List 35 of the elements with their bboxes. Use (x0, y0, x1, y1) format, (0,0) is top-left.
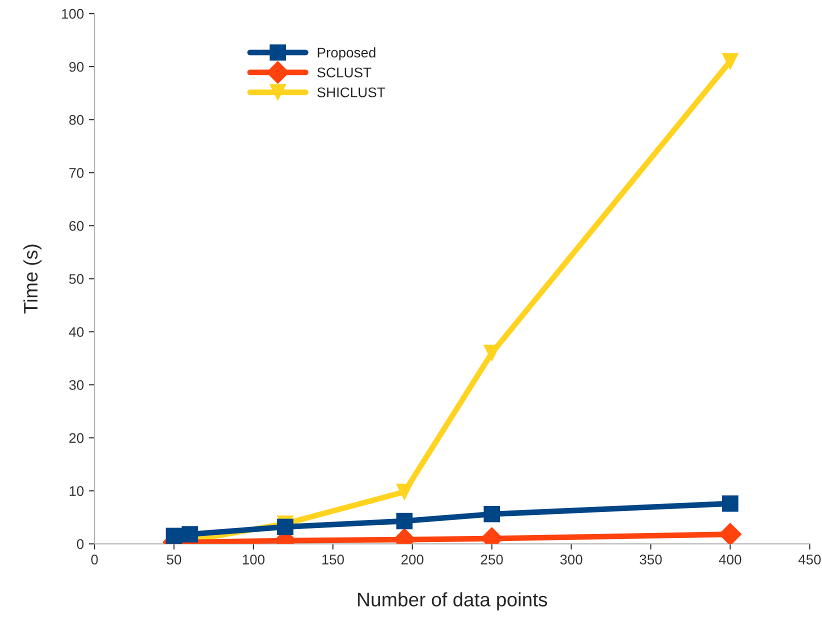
y-tick-label: 90 (69, 62, 84, 72)
legend-label: SHICLUST (317, 87, 386, 98)
y-tick-label: 30 (69, 380, 84, 390)
y-tick-label: 80 (69, 114, 84, 125)
x-tick-label: 300 (560, 554, 582, 564)
x-tick-label: 250 (480, 554, 503, 564)
x-tick-label: 450 (798, 554, 821, 564)
x-tick-label: 100 (242, 554, 264, 564)
point (182, 526, 198, 542)
point (484, 344, 500, 362)
x-tick-label: 350 (640, 554, 662, 564)
x-tick-label: 50 (166, 554, 182, 564)
y-tick-label: 60 (69, 221, 84, 231)
x-tick-label: 0 (91, 554, 98, 564)
point (722, 53, 738, 70)
y-tick-label: 100 (62, 8, 84, 19)
point (277, 518, 294, 536)
point (396, 484, 413, 500)
y-axis-title: Time (s) (23, 244, 42, 314)
point (166, 528, 182, 544)
y-tick-label: 40 (68, 327, 84, 337)
x-axis-title: Number of data points (358, 592, 548, 610)
x-tick-label: 200 (401, 554, 424, 564)
x-tick-label: 150 (322, 554, 344, 564)
legend-label: Proposed (318, 47, 376, 60)
y-tick-label: 10 (70, 486, 84, 496)
y-tick-label: 50 (69, 274, 84, 284)
point (396, 512, 413, 530)
y-tick-label: 70 (69, 168, 84, 178)
y-tick-label: 20 (69, 433, 84, 443)
point (722, 495, 738, 512)
legend-label: SCLUST (317, 68, 372, 78)
point (484, 506, 500, 522)
x-tick-label: 400 (718, 554, 742, 564)
y-tick-label: 0 (76, 539, 84, 550)
